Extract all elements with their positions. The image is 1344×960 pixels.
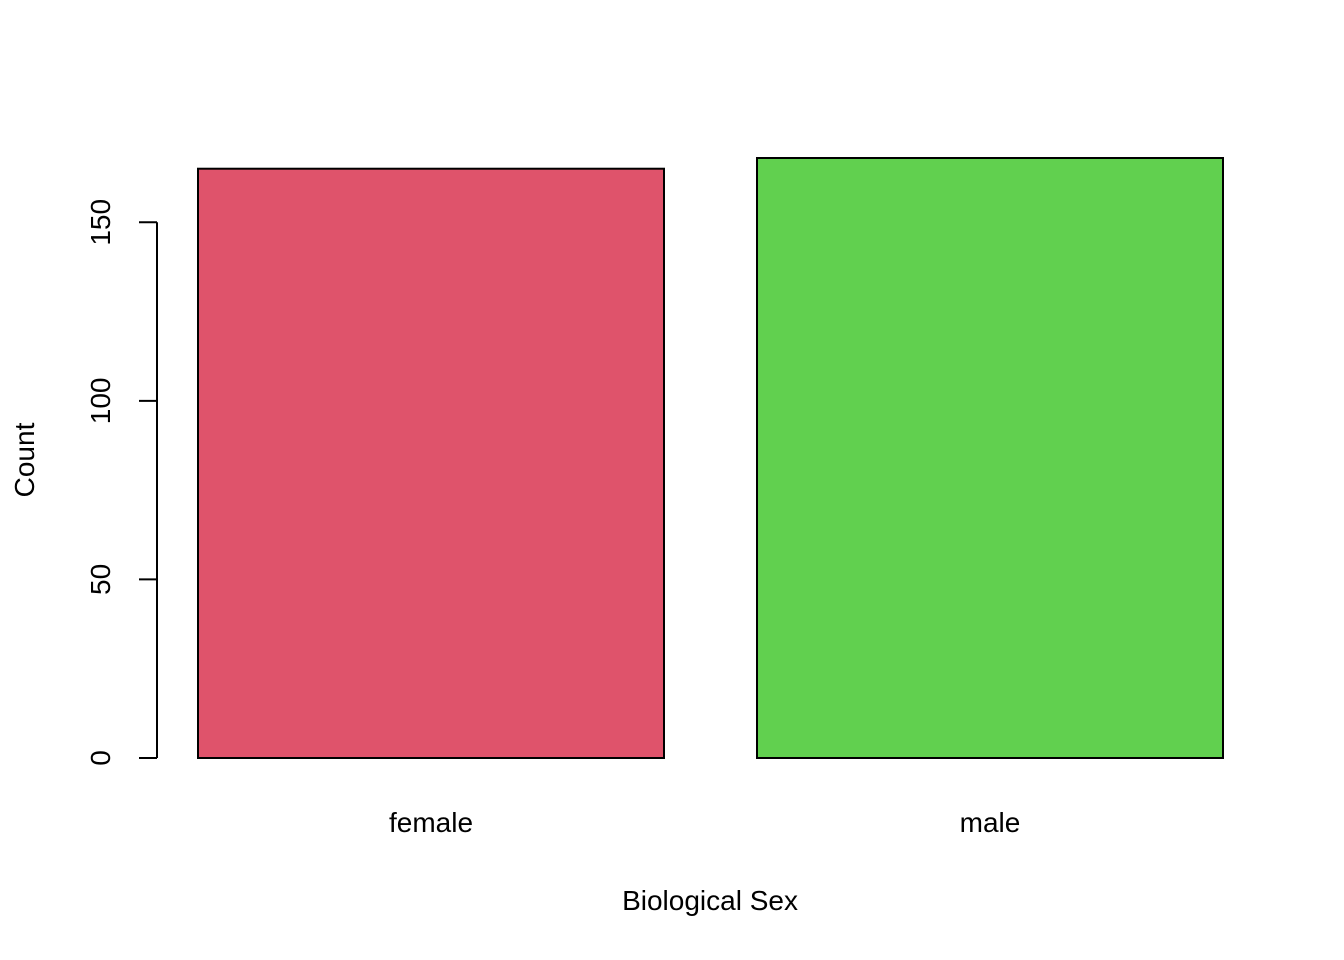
x-tick-label-female: female (389, 807, 473, 838)
y-tick-label-100: 100 (85, 377, 116, 424)
x-tick-labels: female male (389, 807, 1020, 838)
y-tick-label-50: 50 (85, 564, 116, 595)
y-tick-label-0: 0 (85, 750, 116, 766)
x-axis-label: Biological Sex (622, 885, 798, 916)
x-tick-label-male: male (960, 807, 1021, 838)
y-tick-label-150: 150 (85, 199, 116, 246)
bars-group (197, 157, 1224, 759)
y-axis: 0 50 100 150 (85, 199, 158, 766)
bar-female (197, 167, 665, 759)
bar-male (756, 157, 1224, 759)
y-axis-label: Count (9, 422, 40, 497)
